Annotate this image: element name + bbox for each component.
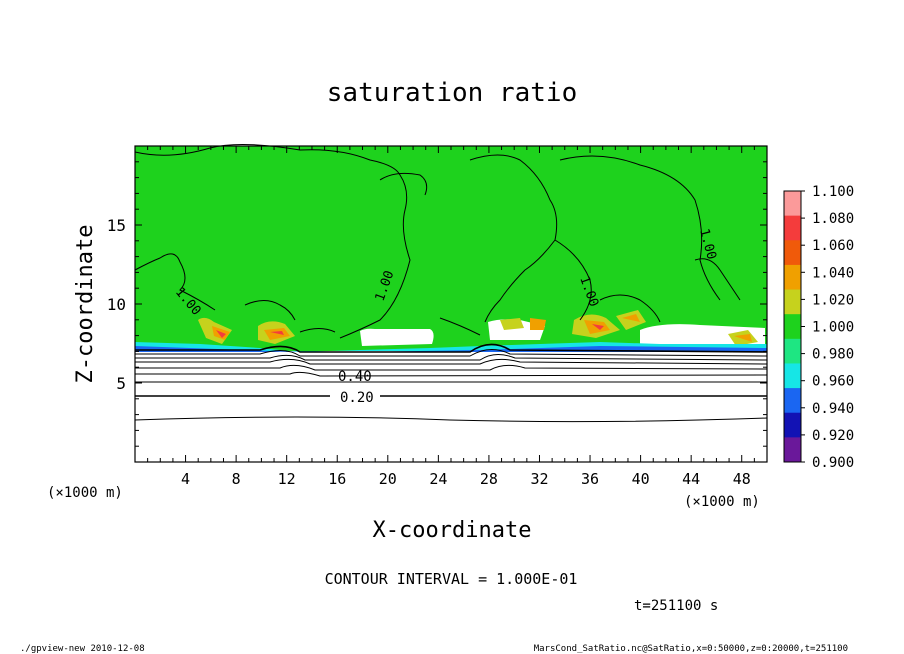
colorbar-swatch: [784, 388, 801, 414]
time-label: t=251100 s: [634, 598, 718, 614]
colorbar-swatch: [784, 363, 801, 389]
dry-pocket: [360, 328, 434, 346]
contour-label: 0.20: [340, 390, 374, 406]
colorbar-swatch: [784, 264, 801, 291]
x-tick-label: 44: [682, 470, 700, 488]
contour-label: 0.40: [338, 369, 372, 385]
saturated-field: [135, 146, 767, 351]
contour-interval-note: CONTOUR INTERVAL = 1.000E-01: [325, 570, 578, 588]
x-unit-label: (×1000 m): [47, 485, 123, 501]
colorbar-label: 1.040: [812, 265, 854, 281]
colorbar-labels: 1.100 1.080 1.060 1.040 1.020 1.000 0.980 0.960…: [812, 184, 854, 471]
x-axis-ticks: [147, 146, 755, 462]
x-tick-label: 20: [379, 470, 397, 488]
x-tick-label: 16: [328, 470, 346, 488]
colorbar: [783, 190, 805, 463]
footer-left: ./gpview-new 2010-12-08: [20, 644, 145, 654]
colorbar-label: 1.100: [812, 184, 854, 200]
colorbar-label: 1.020: [812, 292, 854, 308]
x-axis-title: X-coordinate: [373, 518, 532, 543]
colorbar-swatch: [784, 240, 801, 266]
colorbar-swatch: [784, 289, 801, 315]
colorbar-label: 0.960: [812, 374, 854, 390]
y-tick-label: 15: [107, 216, 126, 235]
colorbar-swatch: [784, 338, 801, 364]
footer-right: MarsCond_SatRatio.nc@SatRatio,x=0:50000,…: [534, 644, 848, 654]
supersaturated-patches: [198, 310, 758, 346]
x-unit-label-right: (×1000 m): [684, 494, 760, 510]
y-axis-ticks: [135, 161, 767, 447]
plot-area: 1.00 1.00 1.00 1.00 0.40 0.20: [134, 143, 768, 463]
x-tick-label: 40: [632, 470, 650, 488]
chart-title: saturation ratio: [327, 78, 577, 108]
x-tick-label: 24: [429, 470, 447, 488]
colorbar-swatch: [784, 437, 801, 463]
y-tick-label: 5: [116, 374, 126, 393]
x-tick-label: 8: [232, 470, 241, 488]
colorbar-swatch: [784, 215, 801, 241]
colorbar-label: 1.000: [812, 320, 854, 336]
y-axis-title: Z-coordinate: [73, 225, 98, 384]
colorbar-swatch: [784, 412, 801, 438]
x-tick-label: 28: [480, 470, 498, 488]
colorbar-label: 1.060: [812, 238, 854, 254]
colorbar-label: 1.080: [812, 211, 854, 227]
x-tick-label: 36: [581, 470, 599, 488]
colorbar-swatch: [784, 191, 801, 217]
colorbar-label: 0.900: [812, 455, 854, 471]
colorbar-label: 0.920: [812, 428, 854, 444]
x-tick-labels: 4 8 12 16 20 24 28 32 36 40 44 48: [181, 470, 751, 488]
y-tick-label: 10: [107, 295, 126, 314]
x-tick-label: 32: [530, 470, 548, 488]
x-tick-label: 48: [733, 470, 751, 488]
contours-lower: [134, 343, 768, 423]
colorbar-label: 0.980: [812, 347, 854, 363]
colorbar-label: 0.940: [812, 401, 854, 417]
x-tick-label: 12: [278, 470, 296, 488]
y-tick-labels: 5 10 15: [107, 216, 126, 393]
x-tick-label: 4: [181, 470, 190, 488]
colorbar-swatch: [784, 314, 801, 340]
